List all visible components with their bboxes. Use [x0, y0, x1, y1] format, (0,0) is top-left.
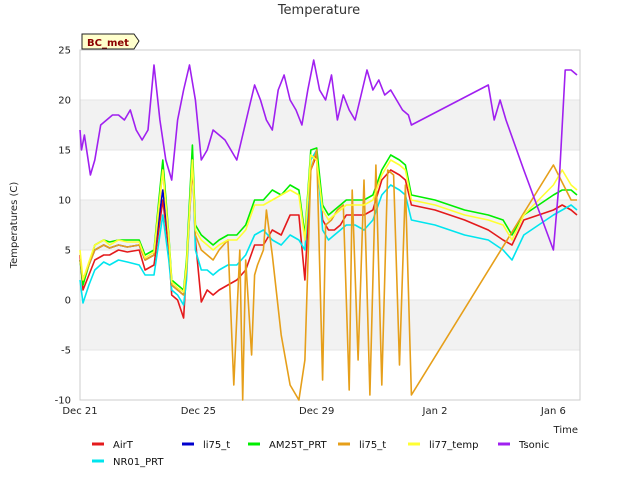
- legend-label: AM25T_PRT: [269, 440, 328, 451]
- chart-title: Temperature: [277, 3, 360, 18]
- legend-label: NR01_PRT: [113, 457, 164, 468]
- grid-band: [80, 300, 580, 350]
- legend-item-li75-t: li75_t: [182, 440, 230, 451]
- legend-item-airt: AirT: [92, 440, 134, 451]
- legend-label: Tsonic: [518, 440, 549, 451]
- grid-band: [80, 100, 580, 150]
- y-axis-title: Temperatures (C): [9, 182, 20, 270]
- x-axis-title: Time: [553, 425, 578, 436]
- y-tick-label: 10: [58, 196, 71, 207]
- series-line-nr01-prt: [79, 149, 578, 306]
- series-layer: [79, 59, 578, 401]
- y-tick-label: -5: [61, 346, 71, 357]
- series-line-li77-temp: [79, 154, 578, 293]
- legend-label: AirT: [113, 440, 134, 451]
- x-axis-ticks: Dec 21 Dec 25 Dec 29 Jan 2 Jan 6: [62, 406, 565, 417]
- legend-item-am25t-prt: AM25T_PRT: [248, 440, 328, 451]
- x-tick-label: Dec 25: [181, 406, 216, 417]
- x-tick-label: Jan 2: [422, 406, 448, 417]
- station-badge: BC_met: [81, 33, 140, 50]
- series-line-airt: [79, 154, 578, 319]
- legend-label: li75_t: [203, 440, 230, 451]
- x-tick-label: Dec 21: [62, 406, 97, 417]
- legend-label: li77_temp: [429, 440, 478, 451]
- legend-item-tsonic: Tsonic: [498, 440, 549, 451]
- y-tick-label: -10: [55, 396, 71, 407]
- y-tick-label: 5: [65, 246, 71, 257]
- x-tick-label: Dec 29: [299, 406, 334, 417]
- y-tick-label: 0: [65, 296, 71, 307]
- plot-frame: [79, 49, 581, 401]
- y-tick-label: 20: [58, 96, 71, 107]
- y-axis-ticks: -10 -5 0 5 10 15 20 25: [55, 46, 71, 407]
- y-tick-label: 15: [58, 146, 71, 157]
- legend-item-li75-t: li75_t: [338, 440, 386, 451]
- series-line-tsonic: [79, 59, 578, 251]
- series-line-li75-t: [79, 149, 577, 401]
- legend-label: li75_t: [359, 440, 386, 451]
- legend-item-li77-temp: li77_temp: [408, 440, 478, 451]
- station-badge-label: BC_met: [87, 38, 129, 49]
- legend-item-nr01-prt: NR01_PRT: [92, 457, 164, 468]
- x-tick-label: Jan 6: [540, 406, 566, 417]
- legend: AirT li75_t AM25T_PRT li75_t li77_temp Tsonic…: [92, 440, 549, 468]
- y-tick-label: 25: [58, 46, 71, 57]
- plot-bands: [80, 49, 580, 401]
